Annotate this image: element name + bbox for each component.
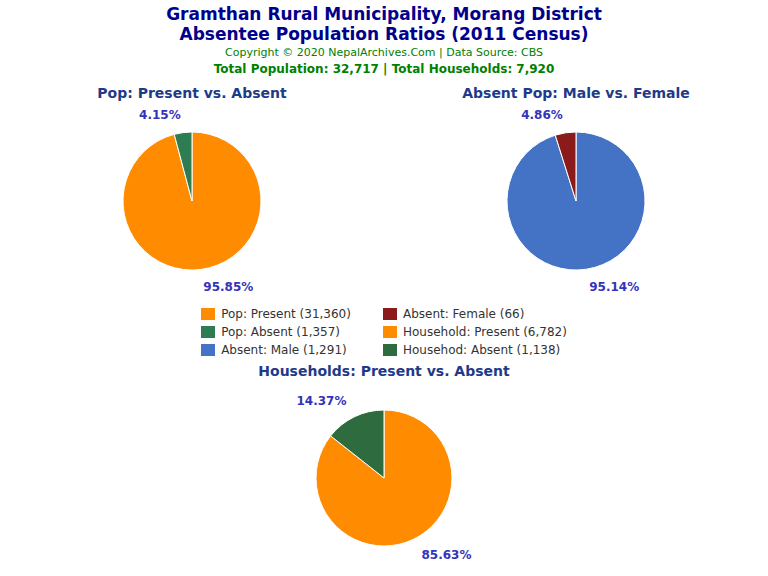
html-text:Pop: Absent (1,357): Pop: Absent (1,357)	[221, 325, 341, 339]
html-text:Pop: Present (31,360): Pop: Present (31,360)	[221, 307, 351, 321]
html-text:Households: Present vs. Absent: Households: Present vs. Absent	[258, 363, 510, 379]
html-text:Absentee Population Ratios (20: Absentee Population Ratios (2011 Census)	[179, 24, 589, 44]
svg-text:95.85%: 95.85%	[203, 280, 253, 294]
html-text:Household: Present (6,782): Household: Present (6,782)	[403, 325, 567, 339]
html-text:Copyright © 2020 NepalArchives: Copyright © 2020 NepalArchives.Com | Dat…	[225, 46, 543, 59]
html-text:Absent: Female (66): Absent: Female (66)	[403, 307, 525, 321]
html-text:Absent Pop: Male vs. Female: Absent Pop: Male vs. Female	[462, 85, 690, 101]
html-text:Absent: Male (1,291): Absent: Male (1,291)	[221, 343, 347, 357]
svg-text:85.63%: 85.63%	[422, 548, 472, 562]
svg-text:4.15%: 4.15%	[139, 108, 181, 122]
svg-text:14.37%: 14.37%	[296, 394, 346, 408]
html-text:Househod: Absent (1,138): Househod: Absent (1,138)	[403, 343, 561, 357]
html-text:Total Population: 32,717 | Tot: Total Population: 32,717 | Total Househo…	[213, 62, 555, 76]
svg-text:95.14%: 95.14%	[589, 280, 639, 294]
svg-text:4.86%: 4.86%	[521, 108, 563, 122]
html-text:Pop: Present vs. Absent: Pop: Present vs. Absent	[97, 85, 287, 101]
html-text:Gramthan Rural Municipality, M: Gramthan Rural Municipality, Morang Dist…	[166, 4, 602, 24]
